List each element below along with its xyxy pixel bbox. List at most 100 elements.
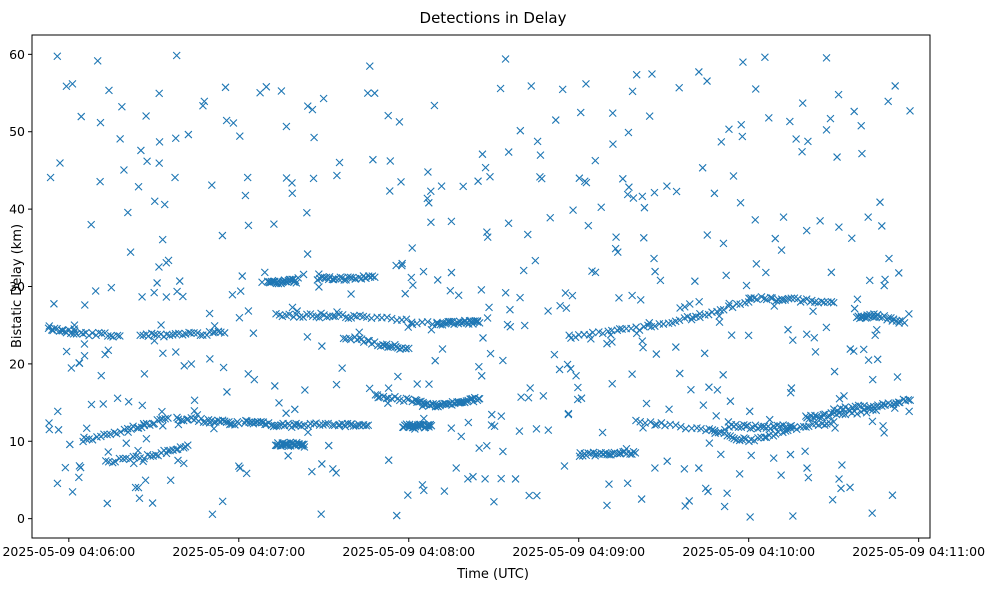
detection-point xyxy=(277,87,286,95)
detection-point xyxy=(605,480,613,489)
detection-point xyxy=(826,114,835,123)
detection-point xyxy=(219,363,228,372)
detection-point xyxy=(319,94,328,103)
detection-point xyxy=(501,55,510,63)
detection-point xyxy=(403,491,412,499)
detection-point xyxy=(880,311,889,320)
detection-point xyxy=(479,334,487,342)
detection-point xyxy=(106,332,115,340)
detection-point xyxy=(447,217,456,226)
detection-point xyxy=(506,322,515,331)
detection-point xyxy=(742,422,750,431)
detection-point xyxy=(627,324,635,333)
detection-point xyxy=(632,329,641,338)
detection-point xyxy=(335,158,344,167)
y-axis: 0 10 20 30 40 50 60 xyxy=(9,47,32,526)
detection-point xyxy=(74,473,83,482)
detection-point xyxy=(787,421,796,430)
detection-point xyxy=(243,173,252,182)
detection-point xyxy=(606,330,615,339)
detection-point xyxy=(139,457,148,466)
detection-point xyxy=(613,449,622,458)
detection-point xyxy=(483,314,492,322)
detection-point xyxy=(402,394,411,403)
detection-point xyxy=(101,350,110,359)
detection-point xyxy=(710,426,719,435)
x-axis-label: Time (UTC) xyxy=(456,567,529,582)
detection-point xyxy=(398,259,407,268)
detection-point xyxy=(736,198,745,207)
detection-point xyxy=(695,297,704,306)
detection-point xyxy=(576,108,585,117)
detection-point xyxy=(344,314,353,323)
detection-point xyxy=(632,70,641,79)
detection-point xyxy=(819,410,828,419)
detection-point xyxy=(539,392,548,400)
detection-point xyxy=(751,421,760,430)
detection-point xyxy=(284,451,293,460)
detection-point xyxy=(314,270,323,279)
detection-point xyxy=(715,318,724,327)
y-tick-label: 50 xyxy=(9,124,25,139)
detection-point xyxy=(746,424,755,433)
detection-point xyxy=(68,487,77,496)
detection-point xyxy=(613,326,622,335)
detection-point xyxy=(524,393,533,402)
detection-point xyxy=(106,430,115,439)
detection-point xyxy=(769,454,778,462)
detection-point xyxy=(827,409,836,417)
x-tick-label: 2025-05-09 04:07:00 xyxy=(172,544,305,559)
detection-point xyxy=(516,126,525,135)
detection-point xyxy=(628,370,637,378)
detection-point xyxy=(764,113,773,122)
detection-point xyxy=(142,112,150,120)
detection-point xyxy=(740,434,748,442)
detection-point xyxy=(395,117,404,126)
detection-point xyxy=(175,277,184,285)
detection-point xyxy=(841,410,850,419)
detection-point xyxy=(712,411,721,420)
detection-point xyxy=(850,107,859,116)
detection-point xyxy=(126,248,135,257)
detection-point xyxy=(315,313,324,322)
detection-point xyxy=(483,233,492,241)
detection-point xyxy=(663,457,672,466)
detection-point xyxy=(285,310,294,319)
detection-point xyxy=(339,334,348,343)
detection-point xyxy=(308,105,317,114)
detection-point xyxy=(881,275,889,284)
detection-point xyxy=(134,483,143,492)
detection-point xyxy=(751,215,760,224)
detection-point xyxy=(893,373,902,381)
detection-point xyxy=(727,331,736,340)
detection-point xyxy=(700,349,709,358)
detection-point xyxy=(370,273,379,282)
detection-point xyxy=(675,369,684,378)
detection-point xyxy=(474,362,483,371)
detection-point xyxy=(624,128,633,137)
detection-point xyxy=(475,394,484,403)
detection-point xyxy=(672,187,681,196)
detection-point xyxy=(802,423,810,431)
detection-point xyxy=(853,409,862,418)
detection-point xyxy=(416,421,425,430)
detection-point xyxy=(419,414,428,423)
detection-point xyxy=(292,278,301,287)
detection-point xyxy=(837,484,845,493)
detection-point xyxy=(404,344,413,353)
detection-point xyxy=(645,112,654,121)
detection-point xyxy=(303,102,312,110)
detection-point xyxy=(100,430,108,439)
detection-point xyxy=(50,324,59,333)
x-tick-label: 2025-05-09 04:06:00 xyxy=(2,544,135,559)
detection-point xyxy=(750,436,759,445)
detection-point xyxy=(205,309,214,318)
detection-point xyxy=(184,130,193,139)
detection-point xyxy=(397,261,406,270)
detection-point xyxy=(113,331,122,340)
detection-point xyxy=(704,310,713,319)
detection-point xyxy=(413,380,422,388)
detection-point xyxy=(728,433,737,442)
detection-point xyxy=(383,313,391,322)
detection-point xyxy=(134,446,142,455)
